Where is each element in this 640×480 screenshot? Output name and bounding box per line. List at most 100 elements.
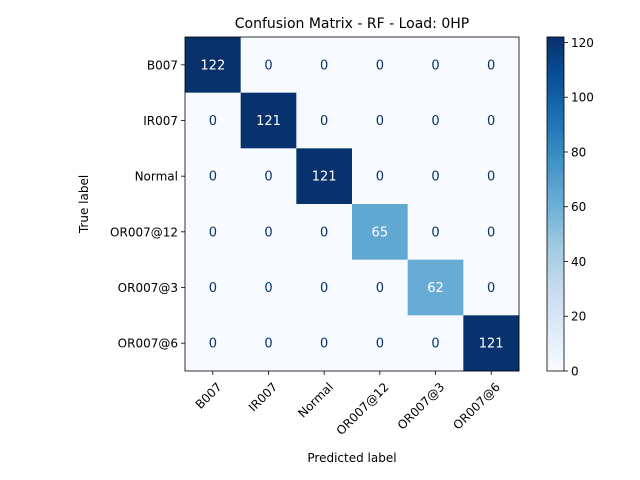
cell-value-label: 0	[376, 58, 384, 73]
heatmap-cell	[185, 259, 241, 316]
heatmap-cell	[296, 37, 353, 93]
y-tick-label: OR007@6	[118, 337, 178, 351]
cell-value-label: 122	[200, 58, 225, 73]
cell-value-label: 0	[209, 281, 217, 296]
colorbar-tick-label: 100	[571, 91, 594, 105]
cell-value-label: 0	[431, 170, 439, 185]
colorbar-tick-label: 20	[571, 310, 586, 324]
colorbar-ticks: 0 20 40 60 80 100 120	[564, 36, 594, 379]
heatmap-cell	[352, 315, 408, 372]
cell-value-label: 121	[312, 170, 337, 185]
cell-value-label: 0	[264, 170, 272, 185]
heatmap-cell	[240, 259, 297, 316]
heatmap-cell	[185, 37, 241, 93]
heatmap-cell	[185, 315, 241, 372]
x-tick-label: OR007@12	[334, 380, 392, 438]
cell-value-label: 0	[209, 170, 217, 185]
heatmap-cell	[240, 148, 297, 205]
cell-value-label: 0	[431, 114, 439, 129]
heatmap-cell	[240, 92, 297, 149]
x-tick-label: Normal	[295, 380, 336, 421]
heatmap-cell	[407, 92, 464, 149]
cell-value-label: 0	[209, 114, 217, 129]
cell-value-label: 65	[372, 225, 389, 240]
cell-value-label: 0	[320, 337, 328, 352]
y-tick-label: IR007	[143, 114, 178, 128]
cell-value-label: 121	[479, 337, 504, 352]
cell-value-label: 0	[320, 225, 328, 240]
cell-value-label: 0	[209, 225, 217, 240]
heatmap-cell	[240, 315, 297, 372]
cell-value-label: 0	[431, 225, 439, 240]
colorbar-tick-label: 120	[571, 36, 594, 50]
heatmap-cell	[352, 92, 408, 149]
colorbar-tick-label: 0	[571, 365, 579, 379]
heatmap-cell	[185, 148, 241, 205]
heatmap-cell	[463, 37, 520, 93]
heatmap-cell	[296, 259, 353, 316]
plot-frame	[184, 36, 520, 372]
cell-value-label: 0	[376, 170, 384, 185]
y-tick-label: Normal	[135, 170, 178, 184]
colorbar-tick-label: 80	[571, 145, 586, 159]
cell-value-label: 0	[487, 281, 495, 296]
heatmap-cell	[352, 148, 408, 205]
heatmap-cell	[352, 37, 408, 93]
x-tick-label: B007	[193, 380, 225, 412]
x-tick-label: OR007@6	[450, 380, 503, 433]
cell-value-label: 0	[376, 337, 384, 352]
x-tick-label: IR007	[246, 380, 280, 414]
heatmap-cell	[463, 315, 520, 372]
cell-value-label: 0	[487, 114, 495, 129]
heatmap-cell	[185, 92, 241, 149]
cell-value-label: 121	[256, 114, 281, 129]
cell-value-label: 0	[264, 337, 272, 352]
cell-value-label: 0	[320, 58, 328, 73]
cell-value-label: 0	[320, 281, 328, 296]
cell-value-label: 0	[487, 58, 495, 73]
y-tick-label: OR007@3	[118, 281, 178, 295]
heatmap-cell	[185, 204, 241, 260]
y-axis-label: True label	[77, 175, 91, 234]
x-tick-label: OR007@3	[395, 380, 448, 433]
heatmap-cell	[463, 204, 520, 260]
chart-title: Confusion Matrix - RF - Load: 0HP	[235, 16, 469, 32]
cell-value-label: 0	[264, 225, 272, 240]
heatmap-cell	[296, 148, 353, 205]
heatmap-cell	[240, 37, 297, 93]
colorbar	[546, 36, 565, 372]
cell-value-label: 0	[376, 281, 384, 296]
heatmap-cell	[407, 259, 464, 316]
heatmap-cell	[296, 92, 353, 149]
heatmap-cells	[185, 37, 520, 372]
cell-value-label: 0	[264, 58, 272, 73]
cell-value-label: 0	[209, 337, 217, 352]
y-tick-label: B007	[147, 58, 178, 72]
heatmap-cell-labels: 122 0 0 0 0 0 0 121 0 0 0 0 0 0 121 0 0 0 0 0 0 65 0 0 0 0 0 0 62 0 0 0…	[200, 58, 503, 351]
colorbar-tick-label: 40	[571, 255, 586, 269]
heatmap-cell	[407, 315, 464, 372]
heatmap-cell	[296, 204, 353, 260]
cell-value-label: 0	[431, 58, 439, 73]
x-axis-label: Predicted label	[307, 451, 396, 465]
heatmap-cell	[463, 259, 520, 316]
cell-value-label: 0	[376, 114, 384, 129]
cell-value-label: 0	[264, 281, 272, 296]
heatmap-cell	[240, 204, 297, 260]
colorbar-tick-label: 60	[571, 200, 586, 214]
heatmap-cell	[407, 204, 464, 260]
heatmap-cell	[352, 259, 408, 316]
cell-value-label: 62	[427, 281, 444, 296]
heatmap-cell	[463, 148, 520, 205]
cell-value-label: 0	[431, 337, 439, 352]
cell-value-label: 0	[487, 225, 495, 240]
heatmap-cell	[352, 204, 408, 260]
y-tick-label: OR007@12	[110, 225, 178, 239]
y-axis-ticks: B007 IR007 Normal OR007@12 OR007@3 OR007@6	[110, 58, 185, 351]
cell-value-label: 0	[487, 170, 495, 185]
heatmap-cell	[296, 315, 353, 372]
heatmap-cell	[463, 92, 520, 149]
heatmap-cell	[407, 37, 464, 93]
